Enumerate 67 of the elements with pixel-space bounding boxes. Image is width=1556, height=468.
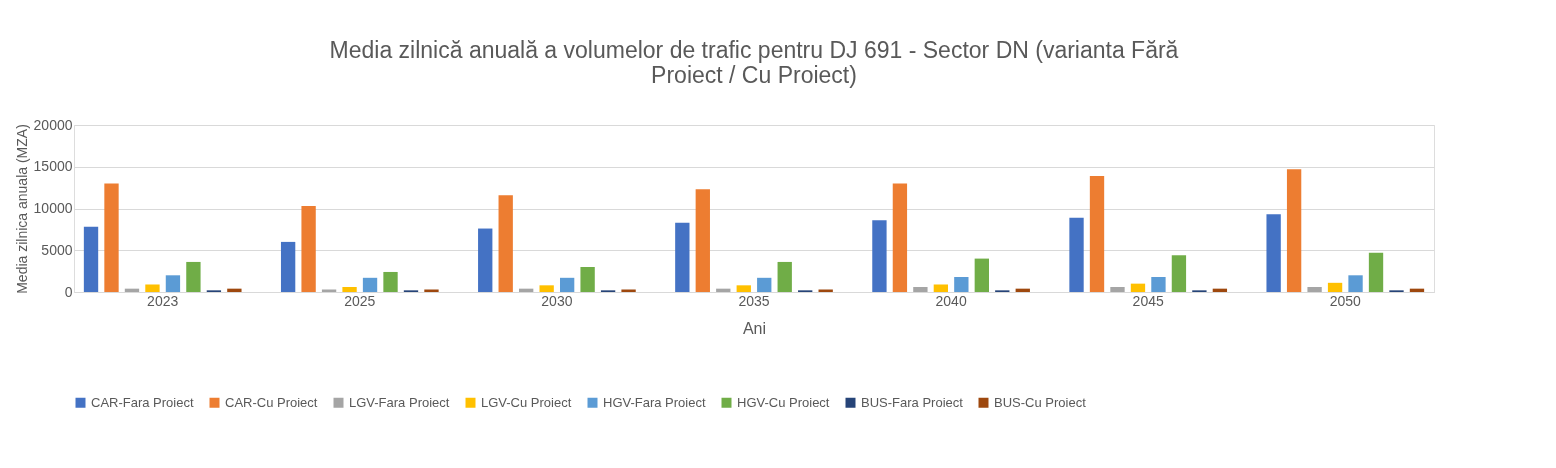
- legend-label: BUS-Cu Proiect: [994, 394, 1087, 410]
- bar: [1110, 286, 1125, 292]
- legend-label: CAR-Fara Proiect: [91, 394, 194, 410]
- bar: [695, 189, 710, 292]
- bar: [1089, 175, 1105, 292]
- bar: [1327, 282, 1343, 292]
- bar: [954, 276, 969, 292]
- bar: [933, 284, 949, 292]
- x-tick-label: 2050: [1329, 292, 1362, 309]
- x-tick-label: 2035: [738, 292, 770, 309]
- bar: [342, 286, 357, 292]
- bar: [892, 183, 908, 292]
- legend-label: HGV-Cu Proiect: [737, 394, 830, 410]
- bar: [777, 261, 792, 292]
- text: Media zilnică anuală a volumelor de trafic pentru DJ 691 - Sector DN (varianta Fără: [329, 37, 1179, 63]
- bar: [1171, 255, 1187, 292]
- bar: [1130, 283, 1146, 292]
- y-tick-label: 0: [64, 283, 73, 300]
- bar: [1368, 252, 1384, 292]
- bar: [1348, 275, 1363, 292]
- legend-label: LGV-Fara Proiect: [349, 394, 450, 410]
- x-tick-label: 2023: [147, 292, 179, 309]
- bar: [301, 206, 316, 292]
- bar: [165, 275, 181, 292]
- bar: [559, 277, 575, 292]
- bar: [362, 277, 378, 292]
- bar: [675, 222, 690, 292]
- bar: [186, 261, 201, 292]
- legend-label: BUS-Fara Proiect: [861, 394, 964, 410]
- x-tick-label: 2030: [541, 292, 573, 309]
- bar: [539, 285, 554, 292]
- text: Proiect / Cu Proiect): [651, 62, 857, 88]
- legend-label: CAR-Cu Proiect: [225, 394, 318, 410]
- bar: [580, 266, 595, 292]
- bar: [818, 289, 833, 292]
- y-axis-title: Media zilnica anuala (MZA): [13, 124, 30, 294]
- legend-label: LGV-Cu Proiect: [481, 394, 572, 410]
- y-tick-label: 20000: [33, 116, 73, 133]
- bar: [227, 288, 242, 292]
- x-axis-title: Ani: [742, 319, 767, 337]
- bar: [872, 220, 887, 292]
- x-tick-label: 2025: [344, 292, 376, 309]
- y-tick-label: 5000: [41, 241, 73, 258]
- bar: [757, 277, 772, 292]
- bar: [424, 289, 439, 292]
- legend-label: HGV-Fara Proiect: [603, 394, 706, 410]
- bar: [1286, 169, 1302, 292]
- bar: [913, 286, 928, 292]
- y-tick-label: 15000: [33, 158, 73, 175]
- bar: [280, 241, 296, 292]
- bar: [621, 289, 636, 292]
- bar: [1069, 217, 1084, 292]
- bar: [478, 228, 493, 292]
- x-tick-label: 2040: [935, 292, 967, 309]
- y-tick-label: 10000: [33, 200, 73, 216]
- bar: [145, 284, 160, 292]
- bar: [974, 258, 989, 292]
- bar: [1151, 276, 1166, 292]
- bar: [498, 195, 513, 292]
- bar: [321, 289, 337, 292]
- bar: [1307, 286, 1322, 292]
- bar: [83, 226, 99, 292]
- bar: [1266, 214, 1281, 292]
- bar: [383, 271, 398, 292]
- bar: [736, 285, 751, 292]
- bar: [104, 183, 119, 292]
- x-tick-label: 2045: [1132, 292, 1164, 309]
